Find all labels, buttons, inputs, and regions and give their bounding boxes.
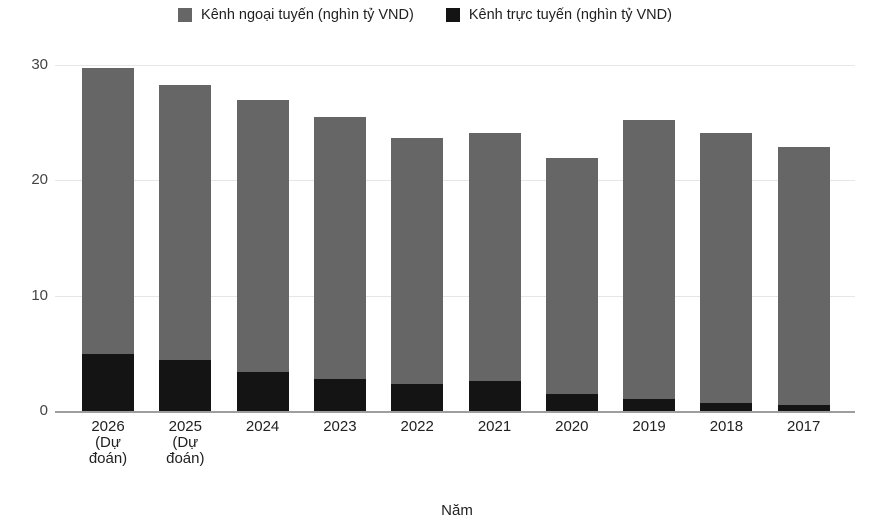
gridline-20 <box>55 180 855 182</box>
legend-swatch-offline-icon <box>178 8 193 22</box>
x-axis-title: Năm <box>441 502 473 519</box>
bar-group-2023[interactable] <box>313 116 366 411</box>
bar-segment-offline[interactable] <box>159 84 212 361</box>
y-tick-label-0: 0 <box>39 402 48 419</box>
x-tick-label-line: 2026 <box>91 418 125 435</box>
x-tick-label-line: (Dự <box>95 434 121 451</box>
x-tick-label-2023: 2023 <box>300 419 380 435</box>
legend-label-online: Kênh trực tuyến (nghìn tỷ VND) <box>468 7 672 23</box>
bar-segment-offline[interactable] <box>777 146 830 406</box>
bar-segment-online[interactable] <box>159 360 212 411</box>
y-tick-label-20: 20 <box>31 171 48 189</box>
bar-segment-offline[interactable] <box>313 116 366 379</box>
x-tick-label-line: 2021 <box>477 418 512 435</box>
bar-segment-online[interactable] <box>468 380 521 411</box>
legend-item-offline: Kênh ngoại tuyến (nghìn tỷ VND) <box>178 7 414 23</box>
bar-group-2025[interactable] <box>159 84 212 411</box>
bar-group-2018[interactable] <box>700 133 753 411</box>
x-tick-label-line: 2022 <box>400 418 434 435</box>
x-tick-label-line: 2023 <box>323 418 357 435</box>
x-tick-label-2024: 2024 <box>223 419 303 435</box>
bar-segment-online[interactable] <box>623 399 676 411</box>
bar-segment-offline[interactable] <box>700 133 753 403</box>
x-tick-label-line: 2018 <box>709 418 744 435</box>
bar-segment-offline[interactable] <box>391 137 444 385</box>
x-tick-label-line: (Dự <box>172 434 199 451</box>
x-tick-label-2018: 2018 <box>686 419 766 435</box>
legend-item-online: Kênh trực tuyến (nghìn tỷ VND) <box>445 7 672 23</box>
x-tick-label-2021: 2021 <box>455 419 535 435</box>
bar-segment-offline[interactable] <box>623 120 676 400</box>
bar-segment-offline[interactable] <box>82 68 134 355</box>
bar-segment-online[interactable] <box>777 405 830 411</box>
bar-group-2019[interactable] <box>623 120 676 411</box>
x-tick-label-line: đoán) <box>166 450 205 467</box>
x-tick-label-line: 2017 <box>787 418 821 435</box>
x-tick-label-line: 2025 <box>168 418 202 435</box>
bar-group-2017[interactable] <box>777 146 830 411</box>
bar-group-2026[interactable] <box>82 68 134 411</box>
bar-segment-offline[interactable] <box>545 158 598 394</box>
x-tick-label-2020: 2020 <box>532 419 612 435</box>
gridline-10 <box>55 295 855 297</box>
x-tick-label-2019: 2019 <box>609 419 689 435</box>
y-tick-label-10: 10 <box>31 286 48 304</box>
bar-segment-online[interactable] <box>236 371 289 411</box>
x-axis-baseline <box>55 411 855 413</box>
y-tick-label-30: 30 <box>31 56 48 73</box>
x-tick-label-2025: 2025 (Dự đoán) <box>145 419 225 467</box>
gridline-30 <box>55 65 855 66</box>
bar-segment-online[interactable] <box>82 354 134 411</box>
bar-segment-online[interactable] <box>700 402 753 411</box>
bar-group-2021[interactable] <box>468 133 521 411</box>
legend-swatch-online-icon <box>445 8 460 22</box>
x-tick-label-line: 2019 <box>632 418 666 435</box>
bar-group-2020[interactable] <box>545 158 598 411</box>
x-tick-label-line: đoán) <box>88 450 128 467</box>
bar-segment-online[interactable] <box>313 378 366 411</box>
bar-group-2022[interactable] <box>391 137 444 411</box>
legend-label-offline: Kênh ngoại tuyến (nghìn tỷ VND) <box>201 7 414 23</box>
bar-segment-offline[interactable] <box>468 133 521 381</box>
x-tick-label-2026: 2026 (Dự đoán) <box>68 419 148 467</box>
x-tick-label-line: 2024 <box>245 418 280 435</box>
bar-segment-online[interactable] <box>545 393 598 411</box>
bar-segment-online[interactable] <box>391 384 444 411</box>
x-tick-label-2022: 2022 <box>377 419 457 435</box>
x-tick-label-line: 2020 <box>555 418 589 435</box>
x-tick-label-2017: 2017 <box>764 419 844 435</box>
bar-group-2024[interactable] <box>236 99 289 411</box>
bar-segment-offline[interactable] <box>236 99 289 372</box>
legend: Kênh ngoại tuyến (nghìn tỷ VND) Kênh trự… <box>0 7 850 23</box>
